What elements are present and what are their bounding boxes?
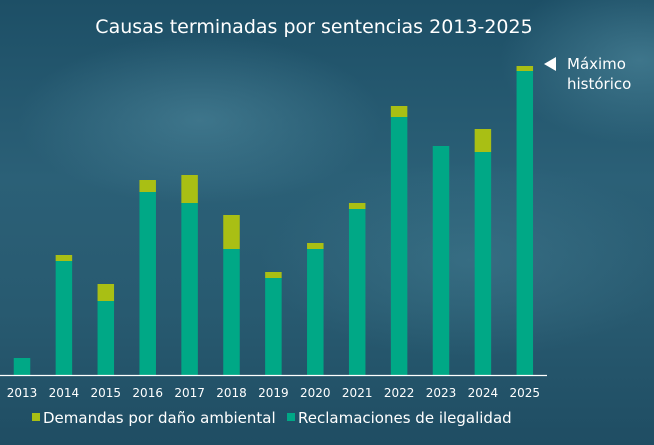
x-tick-label-2024: 2024	[468, 386, 499, 400]
chart-title: Causas terminadas por sentencias 2013-20…	[95, 16, 532, 38]
x-tick-label-2017: 2017	[174, 386, 205, 400]
bar-demandas-2014	[55, 255, 73, 261]
x-tick-label-2016: 2016	[132, 386, 163, 400]
x-tick-label-2022: 2022	[384, 386, 415, 400]
bar-reclamaciones-2021	[348, 209, 366, 375]
legend-label-reclamaciones: Reclamaciones de ilegalidad	[298, 409, 512, 427]
triangle-left-icon	[544, 57, 556, 71]
x-tick-label-2023: 2023	[426, 386, 457, 400]
x-tick-label-2013: 2013	[7, 386, 38, 400]
annotation-line-2: histórico	[567, 75, 631, 93]
x-tick-label-2019: 2019	[258, 386, 289, 400]
x-tick-label-2018: 2018	[216, 386, 247, 400]
bar-demandas-2021	[348, 203, 366, 209]
annotation-line-1: Máximo	[567, 55, 626, 73]
bar-reclamaciones-2023	[432, 146, 450, 375]
legend-swatch-reclamaciones	[287, 413, 295, 421]
bar-demandas-2016	[139, 180, 156, 192]
bar-reclamaciones-2022	[390, 117, 408, 375]
bar-reclamaciones-2025	[516, 71, 534, 375]
legend: Demandas por daño ambiental Reclamacione…	[32, 409, 512, 427]
x-tick-label-2020: 2020	[300, 386, 331, 400]
bar-reclamaciones-2018	[223, 249, 240, 375]
bar-reclamaciones-2015	[97, 301, 115, 375]
bar-reclamaciones-2019	[265, 278, 282, 375]
bar-demandas-2018	[223, 215, 240, 249]
bar-demandas-2015	[97, 284, 115, 301]
bar-reclamaciones-2014	[55, 261, 73, 375]
legend-swatch-demandas	[32, 413, 40, 421]
bar-reclamaciones-2024	[474, 152, 492, 375]
x-tick-label-2025: 2025	[510, 386, 541, 400]
bar-reclamaciones-2017	[181, 203, 198, 375]
bar-demandas-2025	[516, 66, 534, 71]
bar-reclamaciones-2016	[139, 192, 156, 375]
bar-demandas-2024	[474, 129, 492, 152]
bar-reclamaciones-2020	[307, 249, 324, 375]
bar-demandas-2019	[265, 272, 282, 278]
x-tick-label-2014: 2014	[49, 386, 80, 400]
bar-demandas-2020	[307, 243, 324, 249]
x-tick-label-2015: 2015	[91, 386, 122, 400]
bar-demandas-2022	[390, 106, 408, 117]
bar-demandas-2017	[181, 175, 198, 203]
bar-reclamaciones-2013	[13, 358, 31, 375]
x-tick-label-2021: 2021	[342, 386, 373, 400]
legend-label-demandas: Demandas por daño ambiental	[43, 409, 276, 427]
